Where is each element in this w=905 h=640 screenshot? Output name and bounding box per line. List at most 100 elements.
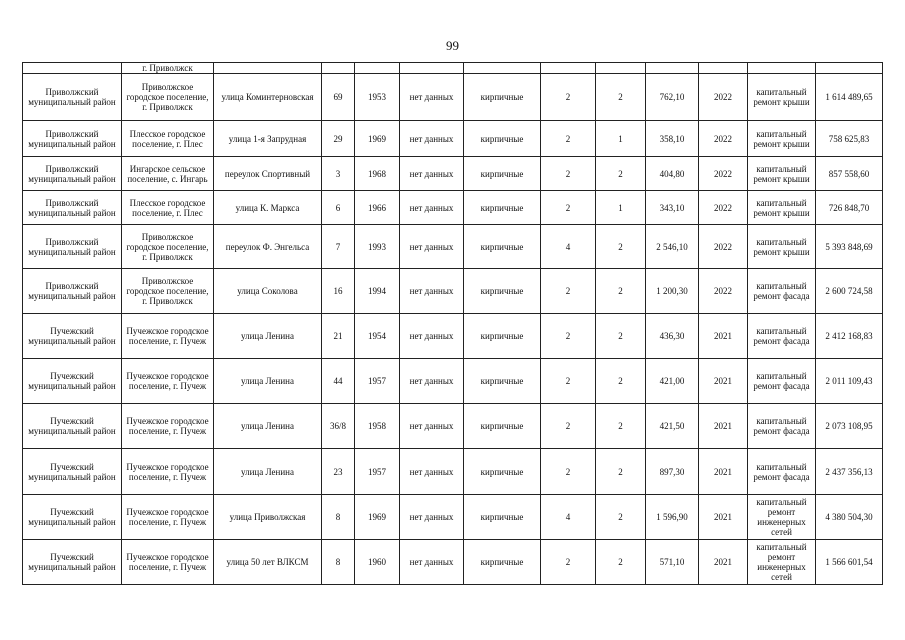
cell-area: 421,50 bbox=[645, 403, 699, 449]
cell-year: 1993 bbox=[354, 224, 400, 269]
cell-area: 404,80 bbox=[645, 156, 699, 191]
cell-settlement: Пучежское городское поселение, г. Пучеж bbox=[121, 448, 214, 495]
cell-walls: кирпичные bbox=[463, 73, 541, 121]
cell-house: 8 bbox=[321, 494, 355, 540]
cell-cost: 1 566 601,54 bbox=[815, 539, 883, 585]
cell-work: капитальный ремонт крыши bbox=[747, 156, 816, 191]
cell-floors: 2 bbox=[540, 156, 596, 191]
cell-district: Пучежский муниципальный район bbox=[22, 448, 122, 495]
cell-street: переулок Ф. Энгельса bbox=[213, 224, 322, 269]
cell-street: улица Ленина bbox=[213, 403, 322, 449]
cell-entrances: 2 bbox=[595, 156, 646, 191]
cell-house: 3 bbox=[321, 156, 355, 191]
cell-district: Приволжский муниципальный район bbox=[22, 120, 122, 157]
cell-district: Приволжский муниципальный район bbox=[22, 268, 122, 314]
cell-year: 1960 bbox=[354, 539, 400, 585]
cell-plan-year: 2021 bbox=[698, 403, 748, 449]
cell-area: 1 200,30 bbox=[645, 268, 699, 314]
table-row-continued: г. Приволжск bbox=[22, 62, 883, 74]
cell-plan-year: 2021 bbox=[698, 539, 748, 585]
cell-work: капитальный ремонт фасада bbox=[747, 403, 816, 449]
cell-year: 1966 bbox=[354, 190, 400, 225]
cell-cost: 857 558,60 bbox=[815, 156, 883, 191]
cell-cost: 2 011 109,43 bbox=[815, 358, 883, 404]
cell-house: 6 bbox=[321, 190, 355, 225]
cell-street: улица 1-я Запрудная bbox=[213, 120, 322, 157]
cell-floors: 4 bbox=[540, 224, 596, 269]
cell-floors: 4 bbox=[540, 494, 596, 540]
cell-street: переулок Спортивный bbox=[213, 156, 322, 191]
table-row: Приволжский муниципальный район Плесское … bbox=[22, 190, 883, 225]
cell-settlement: Приволжское городское поселение, г. Прив… bbox=[121, 73, 214, 121]
cell-plan-year: 2021 bbox=[698, 494, 748, 540]
cell-district: Приволжский муниципальный район bbox=[22, 224, 122, 269]
cell-settlement: Приволжское городское поселение, г. Прив… bbox=[121, 268, 214, 314]
cell-entrances: 1 bbox=[595, 120, 646, 157]
cell-walls: кирпичные bbox=[463, 448, 541, 495]
cell-area: 436,30 bbox=[645, 313, 699, 359]
cell-entrances: 2 bbox=[595, 268, 646, 314]
cell-cost: 2 437 356,13 bbox=[815, 448, 883, 495]
cell-entrances: 2 bbox=[595, 403, 646, 449]
cell-work: капитальный ремонт крыши bbox=[747, 120, 816, 157]
cell-cost: 758 625,83 bbox=[815, 120, 883, 157]
cell-cost: 2 412 168,83 bbox=[815, 313, 883, 359]
cell-floors: 2 bbox=[540, 403, 596, 449]
cell-area: 421,00 bbox=[645, 358, 699, 404]
cell-work: капитальный ремонт инженерных сетей bbox=[747, 494, 816, 540]
cell-walls: кирпичные bbox=[463, 224, 541, 269]
cell-plan-year: 2021 bbox=[698, 358, 748, 404]
cell-settlement: Пучежское городское поселение, г. Пучеж bbox=[121, 539, 214, 585]
cell-c6: нет данных bbox=[399, 190, 464, 225]
cell-c6: нет данных bbox=[399, 73, 464, 121]
cell-street: улица 50 лет ВЛКСМ bbox=[213, 539, 322, 585]
cell-cost: 2 073 108,95 bbox=[815, 403, 883, 449]
cell-walls: кирпичные bbox=[463, 190, 541, 225]
cell-settlement: Ингарское сельское поселение, с. Ингарь bbox=[121, 156, 214, 191]
cell-entrances: 1 bbox=[595, 190, 646, 225]
cell-floors: 2 bbox=[540, 358, 596, 404]
cell-entrances: 2 bbox=[595, 494, 646, 540]
cell-walls: кирпичные bbox=[463, 494, 541, 540]
cell-area: 897,30 bbox=[645, 448, 699, 495]
cell-district: Приволжский муниципальный район bbox=[22, 190, 122, 225]
cell-area: 358,10 bbox=[645, 120, 699, 157]
cell-floors: 2 bbox=[540, 190, 596, 225]
table-row: Приволжский муниципальный район Приволжск… bbox=[22, 268, 883, 314]
cell-cost: 4 380 504,30 bbox=[815, 494, 883, 540]
housing-repair-table: г. Приволжск Приволжский муниципальный р… bbox=[22, 62, 883, 585]
cell-street: улица Приволжская bbox=[213, 494, 322, 540]
cell-settlement: Пучежское городское поселение, г. Пучеж bbox=[121, 494, 214, 540]
cell-year: 1957 bbox=[354, 448, 400, 495]
cell-cost: 726 848,70 bbox=[815, 190, 883, 225]
cell-year: 1994 bbox=[354, 268, 400, 314]
cell-work: капитальный ремонт инженерных сетей bbox=[747, 539, 816, 585]
cell-work: капитальный ремонт крыши bbox=[747, 73, 816, 121]
table-row: Пучежский муниципальный район Пучежское г… bbox=[22, 358, 883, 404]
cell-walls: кирпичные bbox=[463, 313, 541, 359]
cell-district: Пучежский муниципальный район bbox=[22, 494, 122, 540]
cell-c6: нет данных bbox=[399, 494, 464, 540]
cell-district: Пучежский муниципальный район bbox=[22, 403, 122, 449]
cell-c6: нет данных bbox=[399, 358, 464, 404]
cell-settlement: Пучежское городское поселение, г. Пучеж bbox=[121, 313, 214, 359]
cell-area: 571,10 bbox=[645, 539, 699, 585]
cell-year: 1953 bbox=[354, 73, 400, 121]
cell-c6: нет данных bbox=[399, 156, 464, 191]
cell-house: 36/8 bbox=[321, 403, 355, 449]
cell-floors: 2 bbox=[540, 539, 596, 585]
cell-entrances: 2 bbox=[595, 313, 646, 359]
table-row: Приволжский муниципальный район Плесское … bbox=[22, 120, 883, 157]
cell-entrances: 2 bbox=[595, 73, 646, 121]
cell-walls: кирпичные bbox=[463, 120, 541, 157]
cell-district: Приволжский муниципальный район bbox=[22, 156, 122, 191]
cell-c6: нет данных bbox=[399, 120, 464, 157]
cell-street: улица К. Маркса bbox=[213, 190, 322, 225]
cell-cost: 1 614 489,65 bbox=[815, 73, 883, 121]
cell-c6: нет данных bbox=[399, 448, 464, 495]
cell-work: капитальный ремонт крыши bbox=[747, 224, 816, 269]
cell-work: капитальный ремонт фасада bbox=[747, 268, 816, 314]
cell-district: Пучежский муниципальный район bbox=[22, 313, 122, 359]
cell-district: Пучежский муниципальный район bbox=[22, 539, 122, 585]
cell-plan-year: 2022 bbox=[698, 224, 748, 269]
